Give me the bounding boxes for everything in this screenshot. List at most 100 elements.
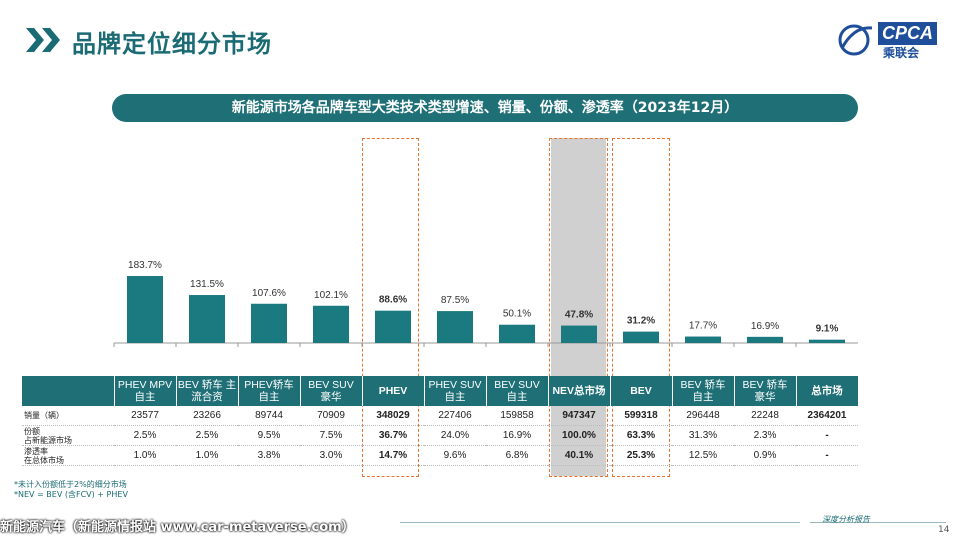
table-cell: 2.5% [114, 425, 176, 446]
table-header-11: 总市场 [796, 376, 859, 406]
bar-value-label-7: 47.8% [565, 310, 593, 321]
bar-value-label-5: 87.5% [441, 295, 469, 306]
chart-banner-title: 新能源市场各品牌车型大类技术类型增速、销量、份额、渗透率（2023年12月） [112, 94, 858, 122]
bar-value-label-1: 131.5% [190, 279, 224, 290]
header-line-1: PHEV SUV [428, 379, 482, 391]
table-cell: 227406 [424, 406, 486, 426]
bar-value-label-4: 88.6% [379, 295, 407, 306]
header-line-2: 豪华 [754, 391, 776, 403]
bar-value-label-6: 50.1% [503, 309, 531, 320]
table-cell: 22248 [734, 406, 796, 426]
table-cell: 14.7% [362, 445, 424, 466]
header-line-2: 自主 [444, 391, 466, 403]
table-header-10: BEV 轿车 豪华 [734, 376, 797, 406]
footnote: *未计入份额低于2%的细分市场 *NEV = BEV (含FCV) + PHEV [14, 480, 128, 500]
header-line-1: PHEV轿车 [244, 379, 294, 391]
table-cell: 6.8% [486, 445, 548, 466]
table-cell: 1.0% [114, 445, 176, 466]
data-table: PHEV MPV 自主 BEV 轿车 主流合资 PHEV轿车 自主 BEV SUV 豪华 PH… [22, 376, 859, 466]
table-cell: 1.0% [176, 445, 238, 466]
header-line-1: NEV总市场 [552, 385, 606, 397]
table-header-3: BEV SUV 豪华 [300, 376, 363, 406]
table-cell: 25.3% [610, 445, 672, 466]
table-cell: - [796, 425, 858, 446]
header-line-1: BEV 轿车 [742, 379, 788, 391]
bar-7 [561, 325, 597, 343]
bar-value-label-8: 31.2% [627, 316, 655, 327]
table-cell: 2.5% [176, 425, 238, 446]
header-line-2: 自主 [692, 391, 714, 403]
table-cell: 159858 [486, 406, 548, 426]
table-header-5: PHEV SUV 自主 [424, 376, 487, 406]
table-cell: 0.9% [734, 445, 796, 466]
bar-6 [499, 324, 535, 343]
table-header-1: BEV 轿车 主流合资 [176, 376, 239, 406]
bar-0 [127, 276, 163, 343]
bar-5 [437, 311, 473, 343]
table-cell: 23266 [176, 406, 238, 426]
table-row: 份额 占新能源市场 2.5% 2.5% 9.5% 7.5% 36.7% 24.0% 16.9% 1… [22, 425, 858, 446]
chevron-right-icon [26, 28, 60, 52]
header-line-1: BEV [630, 385, 652, 397]
footnote-line-2: *NEV = BEV (含FCV) + PHEV [14, 490, 128, 499]
header-line-1: BEV SUV [494, 379, 540, 391]
footnote-line-1: *未计入份额低于2%的细分市场 [14, 480, 127, 489]
logo-subtext: 乘联会 [883, 46, 920, 60]
table-cell: 7.5% [300, 425, 362, 446]
bar-4 [375, 310, 411, 343]
table-corner [22, 376, 115, 406]
header-line-2: 流合资 [191, 391, 223, 403]
table-cell: 89744 [238, 406, 300, 426]
table-cell: 599318 [610, 406, 672, 426]
header-line-1: BEV SUV [308, 379, 354, 391]
table-cell: 12.5% [672, 445, 734, 466]
footer-divider-right [810, 522, 946, 523]
logo-text: CPCA [878, 22, 938, 45]
page-title: 品牌定位细分市场 [72, 30, 272, 58]
source-watermark: 新能源汽车（新能源情报站 www.car-metaverse.com） [0, 520, 355, 535]
table-cell: - [796, 445, 858, 466]
table-cell: 63.3% [610, 425, 672, 446]
header-line-1: BEV 轿车 主 [177, 379, 237, 391]
table-header-9: BEV 轿车 自主 [672, 376, 735, 406]
table-cell: 9.5% [238, 425, 300, 446]
table-cell: 16.9% [486, 425, 548, 446]
page-number: 14 [938, 525, 950, 535]
table-cell: 9.6% [424, 445, 486, 466]
bev-dashed-box [612, 138, 670, 477]
table-cell: 23577 [114, 406, 176, 426]
bar-value-label-9: 17.7% [689, 321, 717, 332]
table-header-8: BEV [610, 376, 673, 406]
row-label: 份额 占新能源市场 [22, 425, 114, 446]
table-cell: 31.3% [672, 425, 734, 446]
footer-divider [400, 522, 800, 523]
bar-1 [189, 295, 225, 343]
bar-11 [809, 339, 845, 343]
header-line-2: 自主 [506, 391, 528, 403]
header-line-1: 总市场 [811, 385, 843, 397]
header-line-2: 自主 [258, 391, 280, 403]
table-header-6: BEV SUV 自主 [486, 376, 549, 406]
bar-value-label-2: 107.6% [252, 288, 286, 299]
table-header-0: PHEV MPV 自主 [114, 376, 177, 406]
table-cell: 100.0% [548, 425, 610, 446]
table-row: 渗透率 在总体市场 1.0% 1.0% 3.8% 3.0% 14.7% 9.6% 6.8% 40.… [22, 445, 858, 466]
bar-value-label-10: 16.9% [751, 321, 779, 332]
bar-2 [251, 303, 287, 343]
cpca-logo [838, 24, 873, 56]
header-line-2: 自主 [134, 391, 156, 403]
bar-10 [747, 336, 783, 343]
report-label: 深度分析报告 [822, 515, 870, 524]
bar-value-label-3: 102.1% [314, 290, 348, 301]
table-cell: 296448 [672, 406, 734, 426]
table-header-4: PHEV [362, 376, 425, 406]
table-row: 销量（辆） 23577 23266 89744 70909 348029 227406 159… [22, 406, 858, 426]
phev-dashed-box [362, 138, 419, 477]
nev-dashed-box [549, 138, 608, 477]
table-cell: 947347 [548, 406, 610, 426]
header-line-1: PHEV MPV [117, 379, 173, 391]
bar-value-label-0: 183.7% [128, 260, 162, 271]
table-cell: 40.1% [548, 445, 610, 466]
table-cell: 3.8% [238, 445, 300, 466]
table-header-row: PHEV MPV 自主 BEV 轿车 主流合资 PHEV轿车 自主 BEV SUV 豪华 PH… [22, 376, 859, 406]
